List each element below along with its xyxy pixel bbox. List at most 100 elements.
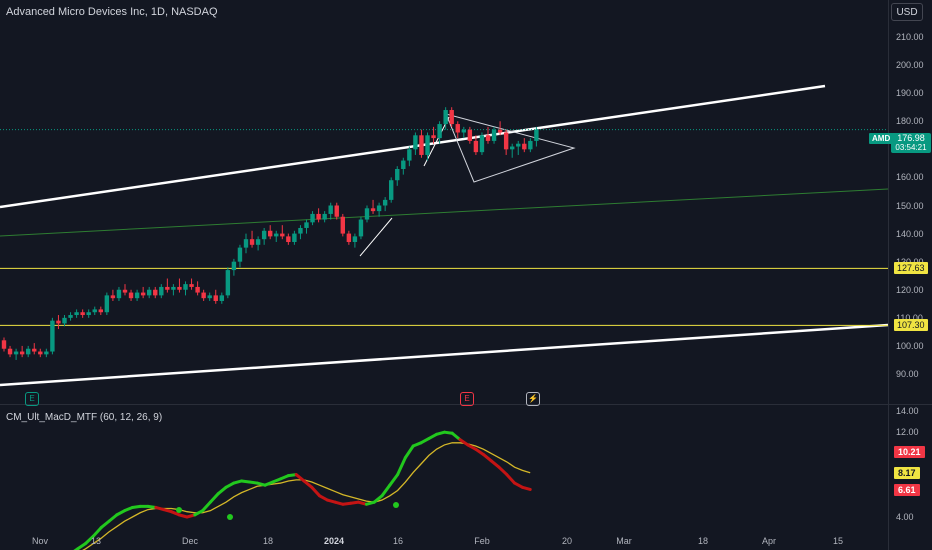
earnings-icon[interactable]: E [25, 392, 39, 406]
candle-body [491, 129, 497, 141]
macd-line-segment [520, 485, 532, 491]
candle-body [1, 340, 7, 349]
macd-line-segment [458, 438, 470, 447]
time-tick-label: 18 [262, 536, 274, 546]
price-tick-label: 200.00 [896, 60, 924, 71]
candle-body [328, 205, 333, 214]
price-tick-label: 180.00 [896, 116, 924, 127]
price-tick-label: 110.00 [896, 312, 923, 323]
price-tick-label: 160.00 [896, 172, 924, 183]
candle-body [225, 270, 231, 296]
candle-body [122, 289, 128, 293]
candle-body [261, 230, 267, 240]
macd-cross-dot [227, 514, 233, 520]
currency-button[interactable]: USD [891, 3, 923, 21]
candle-body [62, 317, 67, 324]
candle-body [110, 295, 116, 299]
candle-body [243, 239, 249, 248]
candle-body [19, 351, 25, 355]
trendline-segment [359, 217, 393, 257]
macd-line-segment [84, 534, 95, 545]
time-tick-label: 18 [697, 536, 709, 546]
candle-body [13, 351, 19, 355]
macd-line-segment [489, 459, 501, 469]
candle-body [431, 135, 436, 139]
candle-body [497, 129, 503, 133]
macd-cross-dot [176, 507, 182, 513]
candle-body [370, 208, 376, 212]
candle-body [165, 286, 170, 290]
candle-body [231, 261, 237, 271]
candle-body [92, 309, 97, 313]
triangle-pattern [445, 113, 576, 183]
candle-body [382, 199, 388, 206]
macd-line-segment [505, 473, 517, 485]
macd-line-segment [91, 526, 103, 538]
candle-body [304, 222, 309, 228]
current-price-tag: 176.98 03:54:21 [891, 133, 931, 153]
dividend-icon[interactable]: ⚡ [526, 392, 540, 406]
candle-body [26, 348, 31, 355]
earnings-icon[interactable]: E [460, 392, 474, 406]
candle-body [68, 315, 73, 318]
candle-body [207, 295, 212, 299]
chart-title: Advanced Micro Devices Inc, 1D, NASDAQ [6, 6, 218, 18]
candle-body [38, 351, 43, 355]
candle-body [376, 205, 382, 212]
candle-body [86, 312, 91, 316]
candle-body [358, 219, 364, 237]
bar-countdown: 03:54:21 [895, 143, 927, 152]
mid-trendline [0, 188, 889, 237]
candle-body [292, 233, 297, 243]
candle-body [316, 213, 321, 220]
time-tick-label: 20 [561, 536, 573, 546]
time-tick-label: 16 [392, 536, 404, 546]
candle-body [255, 239, 261, 245]
indicator-title[interactable]: CM_Ult_MacD_MTF (60, 12, 26, 9) [6, 412, 163, 423]
candle-body [437, 124, 442, 139]
candle-body [159, 286, 164, 296]
candle-body [128, 292, 134, 299]
candle-body [322, 213, 327, 220]
price-tick-label: 190.00 [896, 88, 924, 99]
candle-body [32, 348, 37, 352]
candle-body [171, 286, 176, 290]
candle-body [134, 292, 140, 299]
time-tick-label: 15 [832, 536, 844, 546]
candle-body [274, 233, 279, 237]
candle-body [419, 135, 424, 155]
candle-body [413, 135, 418, 150]
price-tick-label: 150.00 [896, 200, 924, 211]
price-tick-label: 100.00 [896, 340, 924, 351]
candle-body [461, 129, 466, 133]
macd-line-segment [216, 485, 228, 496]
time-tick-label: Dec [181, 536, 199, 546]
macd-line-segment [380, 483, 392, 498]
macd-line-segment [201, 500, 212, 513]
macd-line-segment [208, 492, 220, 504]
candle-body [201, 292, 206, 299]
candle-body [528, 140, 533, 150]
candle-body [389, 180, 394, 200]
macd-line-segment [497, 465, 509, 477]
time-tick-label: 2024 [323, 536, 345, 546]
level-price-tag: 127.63 [894, 262, 928, 275]
candle-body [346, 233, 352, 243]
candle-body [298, 227, 303, 234]
macd-line-segment [107, 513, 119, 523]
candle-body [280, 233, 285, 237]
macd-line-segment [474, 447, 485, 456]
candle-body [44, 351, 49, 355]
candle-body [340, 216, 345, 234]
candle-body [510, 146, 515, 150]
price-tick-label: 140.00 [896, 228, 924, 239]
candle-body [177, 286, 182, 290]
candle-body [249, 239, 255, 245]
macd-line-segment [372, 494, 384, 504]
candle-body [516, 143, 521, 147]
candle-body [140, 292, 146, 296]
candle-body [310, 213, 315, 223]
candle-body [425, 135, 430, 155]
